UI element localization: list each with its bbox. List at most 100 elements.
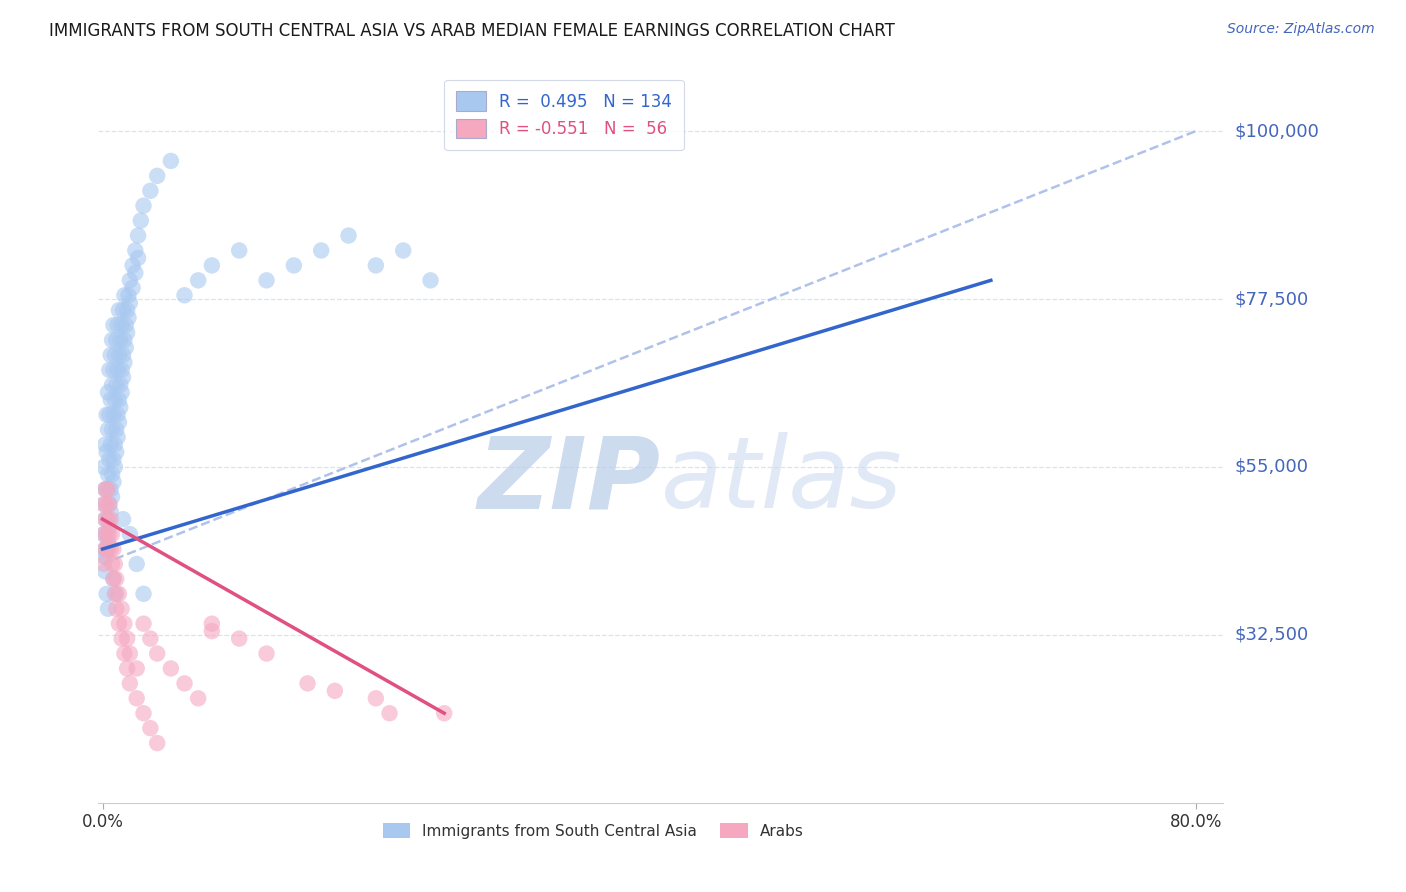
Point (127, 228, 149, 243)
Point (111, 348, 134, 362)
Point (107, 408, 129, 422)
Point (201, 616, 224, 631)
Text: $100,000: $100,000 (1234, 122, 1319, 140)
Point (146, 736, 169, 750)
Point (118, 647, 141, 661)
Point (108, 303, 131, 318)
Text: $77,500: $77,500 (1234, 290, 1309, 308)
Point (114, 318, 136, 332)
Point (105, 423, 128, 437)
Point (111, 363, 134, 377)
Point (103, 572, 125, 586)
Text: Source: ZipAtlas.com: Source: ZipAtlas.com (1227, 22, 1375, 37)
Point (112, 333, 135, 347)
Point (101, 557, 124, 571)
Point (101, 333, 124, 347)
Point (94, 483, 117, 497)
Point (107, 318, 129, 332)
Point (96, 445, 118, 459)
Point (139, 184, 162, 198)
Point (419, 273, 441, 287)
Point (94, 542, 117, 557)
Point (112, 355, 135, 369)
Point (118, 527, 141, 541)
Text: ZIP: ZIP (478, 433, 661, 530)
Point (100, 512, 122, 526)
Point (173, 676, 195, 690)
Point (103, 452, 125, 467)
Point (97, 483, 120, 497)
Point (100, 348, 122, 362)
Point (364, 691, 387, 706)
Point (103, 475, 125, 489)
Point (105, 572, 128, 586)
Point (187, 691, 209, 706)
Point (323, 683, 346, 698)
Point (256, 273, 278, 287)
Point (105, 333, 128, 347)
Point (112, 288, 135, 302)
Point (111, 512, 134, 526)
Point (201, 624, 224, 639)
Point (100, 392, 122, 407)
Point (111, 318, 134, 332)
Point (97, 423, 120, 437)
Point (124, 266, 146, 280)
Point (111, 370, 134, 384)
Point (93, 557, 115, 571)
Text: $55,000: $55,000 (1234, 458, 1309, 476)
Point (101, 423, 124, 437)
Point (96, 527, 118, 541)
Point (132, 199, 155, 213)
Point (297, 676, 319, 690)
Point (103, 363, 125, 377)
Point (97, 512, 120, 526)
Point (114, 341, 136, 355)
Point (108, 415, 131, 429)
Point (94, 483, 117, 497)
Point (96, 587, 118, 601)
Point (104, 348, 127, 362)
Point (96, 527, 118, 541)
Point (139, 721, 162, 735)
Point (309, 244, 332, 258)
Point (110, 377, 132, 392)
Point (110, 401, 132, 415)
Point (160, 153, 183, 168)
Point (103, 408, 125, 422)
Point (127, 251, 149, 265)
Text: atlas: atlas (661, 433, 903, 530)
Point (111, 632, 134, 646)
Point (108, 587, 131, 601)
Point (104, 587, 127, 601)
Point (111, 601, 134, 615)
Point (108, 348, 131, 362)
Text: IMMIGRANTS FROM SOUTH CENTRAL ASIA VS ARAB MEDIAN FEMALE EARNINGS CORRELATION CH: IMMIGRANTS FROM SOUTH CENTRAL ASIA VS AR… (49, 22, 896, 40)
Point (98, 527, 121, 541)
Point (101, 467, 124, 482)
Point (108, 616, 131, 631)
Point (101, 490, 124, 504)
Point (107, 430, 129, 444)
Point (97, 385, 120, 400)
Point (132, 616, 155, 631)
Point (364, 259, 387, 273)
Point (129, 213, 152, 227)
Text: $32,500: $32,500 (1234, 626, 1309, 644)
Point (97, 467, 120, 482)
Point (105, 601, 128, 615)
Point (97, 542, 120, 557)
Point (160, 661, 183, 675)
Point (173, 288, 195, 302)
Point (115, 303, 138, 318)
Point (146, 647, 169, 661)
Point (378, 706, 401, 721)
Point (105, 587, 128, 601)
Point (118, 295, 141, 310)
Point (94, 542, 117, 557)
Point (93, 459, 115, 474)
Point (104, 459, 127, 474)
Point (94, 565, 117, 579)
Point (187, 273, 209, 287)
Point (101, 377, 124, 392)
